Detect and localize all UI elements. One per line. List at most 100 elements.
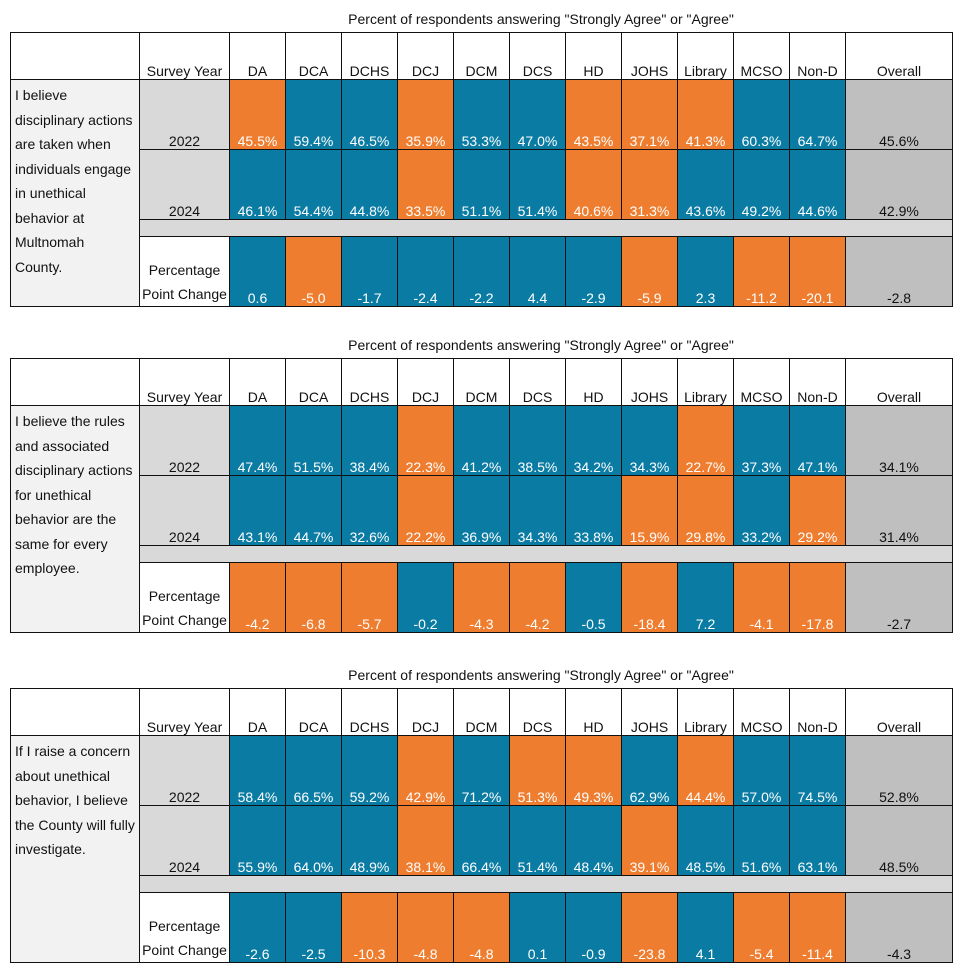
overall-value-cell: 45.6% [845,79,953,150]
value-cell: 42.9% [397,735,454,806]
value-cell: 41.2% [453,405,510,476]
survey-year-header: Survey Year [139,688,230,736]
change-cell: -6.8 [285,562,342,633]
change-cell: -4.1 [733,562,790,633]
value-cell: 64.7% [789,79,846,150]
value-cell: 43.5% [565,79,622,150]
panel-3-caption: Percent of respondents answering "Strong… [348,667,734,683]
value-cell: 35.9% [397,79,454,150]
overall-value-cell: 31.4% [845,475,953,546]
column-header: JOHS [621,688,678,736]
value-cell: 59.4% [285,79,342,150]
value-cell: 39.1% [621,805,678,876]
corner-cell [10,358,140,406]
value-cell: 44.4% [677,735,734,806]
value-cell: 66.4% [453,805,510,876]
value-cell: 74.5% [789,735,846,806]
column-header: DCHS [341,358,398,406]
column-header: MCSO [733,688,790,736]
value-cell: 38.5% [509,405,566,476]
value-cell: 43.6% [677,149,734,220]
column-header: MCSO [733,32,790,80]
value-cell: 44.6% [789,149,846,220]
column-header: Non-D [789,358,846,406]
column-header: DA [229,688,286,736]
column-header: DCM [453,32,510,80]
panel-1-caption: Percent of respondents answering "Strong… [348,11,734,27]
value-cell: 34.2% [565,405,622,476]
change-cell: 4.1 [677,892,734,963]
value-cell: 57.0% [733,735,790,806]
value-cell: 49.2% [733,149,790,220]
column-header: Non-D [789,32,846,80]
question-text: I believe disciplinary actions are taken… [10,79,140,307]
column-header: DCHS [341,688,398,736]
change-cell: 0.6 [229,236,286,307]
value-cell: 44.7% [285,475,342,546]
change-cell: -5.0 [285,236,342,307]
survey-year-cell: 2022 [139,79,230,150]
value-cell: 31.3% [621,149,678,220]
value-cell: 46.1% [229,149,286,220]
value-cell: 29.2% [789,475,846,546]
change-cell: -11.2 [733,236,790,307]
change-cell: -0.2 [397,562,454,633]
value-cell: 43.1% [229,475,286,546]
value-cell: 62.9% [621,735,678,806]
overall-value-cell: 34.1% [845,405,953,476]
panel-2-caption: Percent of respondents answering "Strong… [348,337,734,353]
change-cell: -20.1 [789,236,846,307]
value-cell: 33.5% [397,149,454,220]
value-cell: 48.9% [341,805,398,876]
survey-year-cell: 2024 [139,149,230,220]
value-cell: 58.4% [229,735,286,806]
column-header: MCSO [733,358,790,406]
value-cell: 59.2% [341,735,398,806]
value-cell: 51.6% [733,805,790,876]
change-cell: -2.4 [397,236,454,307]
change-cell: 0.1 [509,892,566,963]
column-header: JOHS [621,358,678,406]
row-divider [139,875,953,893]
percentage-point-change-label: Percentage Point Change [139,236,230,307]
change-cell: -2.9 [565,236,622,307]
row-divider [139,219,953,237]
change-cell: -4.2 [509,562,566,633]
change-cell: -10.3 [341,892,398,963]
change-cell: -4.2 [229,562,286,633]
overall-header: Overall [845,688,953,736]
value-cell: 49.3% [565,735,622,806]
change-cell: -4.8 [397,892,454,963]
value-cell: 37.3% [733,405,790,476]
overall-header: Overall [845,358,953,406]
change-cell: -5.7 [341,562,398,633]
value-cell: 47.0% [509,79,566,150]
value-cell: 41.3% [677,79,734,150]
change-cell: -2.5 [285,892,342,963]
change-cell: -5.9 [621,236,678,307]
value-cell: 34.3% [509,475,566,546]
value-cell: 45.5% [229,79,286,150]
value-cell: 64.0% [285,805,342,876]
change-cell: -2.6 [229,892,286,963]
change-cell: -17.8 [789,562,846,633]
question-text: I believe the rules and associated disci… [10,405,140,633]
percentage-point-change-label: Percentage Point Change [139,562,230,633]
column-header: DCS [509,688,566,736]
change-cell: 2.3 [677,236,734,307]
column-header: JOHS [621,32,678,80]
column-header: DCA [285,688,342,736]
column-header: DCM [453,358,510,406]
overall-value-cell: 48.5% [845,805,953,876]
panel-3-table: Survey Year DA DCA DCHS DCJ DCM DCS HD JOHS Libra… [10,688,953,963]
column-header: DCA [285,32,342,80]
change-cell: -0.5 [565,562,622,633]
value-cell: 22.7% [677,405,734,476]
value-cell: 37.1% [621,79,678,150]
column-header: DCJ [397,32,454,80]
value-cell: 44.8% [341,149,398,220]
column-header: DCJ [397,688,454,736]
survey-year-cell: 2022 [139,735,230,806]
column-header: DCS [509,32,566,80]
column-header: DCM [453,688,510,736]
